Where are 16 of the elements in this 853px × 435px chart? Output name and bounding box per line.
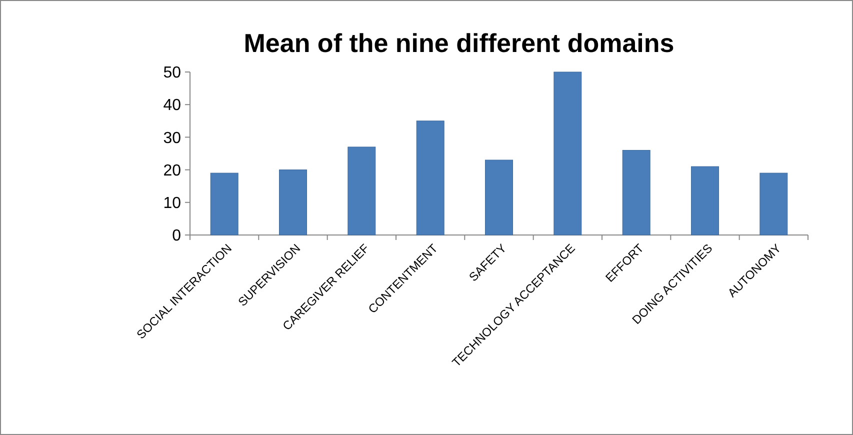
bar — [760, 172, 788, 236]
y-tick-label: 30 — [163, 130, 182, 147]
y-tick-label: 40 — [163, 97, 182, 114]
bar — [554, 72, 582, 236]
y-tick-label: 0 — [172, 228, 182, 245]
bar — [210, 172, 238, 236]
y-tick-label: 20 — [163, 162, 182, 180]
bar — [485, 160, 513, 236]
bar — [622, 150, 650, 236]
y-tick-label: 50 — [163, 64, 182, 82]
bar — [416, 120, 444, 236]
bar — [691, 166, 719, 236]
bar — [348, 146, 376, 236]
chart-title: Mean of the nine different domains — [244, 28, 674, 58]
y-tick-label: 10 — [163, 195, 182, 212]
bar — [279, 170, 307, 236]
